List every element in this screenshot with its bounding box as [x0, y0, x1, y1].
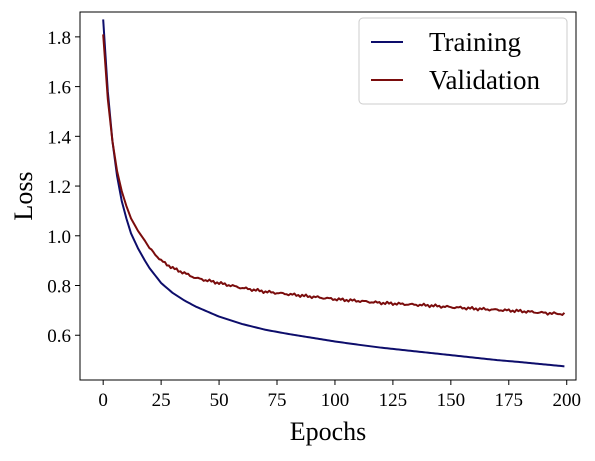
y-tick-label: 1.4 — [47, 127, 71, 148]
plot-frame — [79, 11, 577, 381]
y-tick-label: 1.0 — [47, 227, 71, 248]
x-axis-title: Epochs — [290, 417, 367, 446]
x-tick-label: 75 — [268, 390, 287, 411]
series-line-validation — [102, 34, 566, 316]
x-tick-label: 25 — [152, 390, 171, 411]
x-tick-label: 100 — [321, 390, 350, 411]
y-tick-label: 1.8 — [47, 28, 71, 49]
axes-layer — [79, 11, 577, 381]
x-tick-label: 200 — [552, 390, 581, 411]
y-tick-label: 1.2 — [47, 177, 71, 198]
legend: Training Validation — [358, 17, 568, 105]
y-axis-title: Loss — [9, 171, 38, 220]
series-line-training — [102, 19, 565, 368]
x-tick-label: 175 — [495, 390, 524, 411]
series-layer — [102, 19, 566, 368]
y-tick-label: 0.8 — [47, 277, 71, 298]
x-tick-label: 125 — [379, 390, 408, 411]
x-tick-label: 150 — [437, 390, 466, 411]
x-tick-label: 0 — [98, 390, 108, 411]
ticks-layer: 0 25 50 75 100 125 150 175 200 0.6 0.8 1.0 1.2 1.4 1.6… — [47, 28, 581, 411]
legend-box — [358, 17, 568, 105]
y-tick-label: 1.6 — [47, 78, 71, 99]
legend-label-validation: Validation — [429, 65, 540, 95]
y-tick-label: 0.6 — [47, 326, 71, 347]
x-tick-label: 50 — [210, 390, 229, 411]
legend-label-training: Training — [429, 27, 521, 57]
